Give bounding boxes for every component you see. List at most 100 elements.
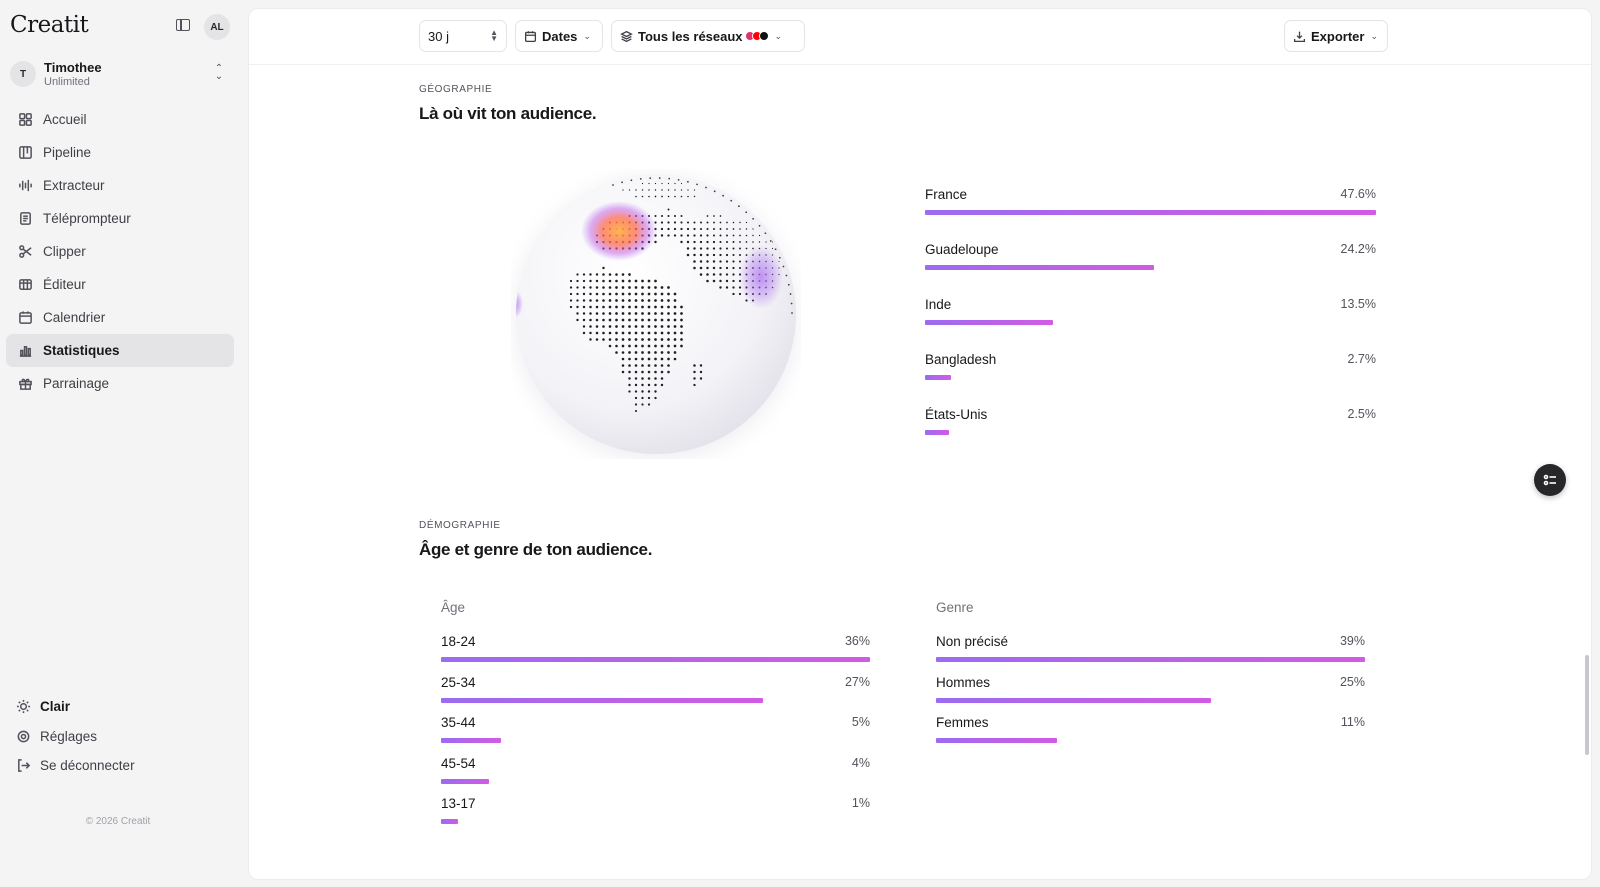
gender-row-header: Femmes 11% [936, 715, 1365, 730]
land-dot [673, 299, 677, 302]
app-logo[interactable]: Creatit [10, 12, 89, 38]
land-dot [615, 331, 618, 335]
sidebar: Creatit AL T Timothee Unlimited ⌃ ⌄ Accue… [0, 0, 248, 887]
tiktok-icon [758, 31, 769, 41]
land-dot [641, 344, 644, 348]
land-dot [615, 299, 618, 302]
land-dot [621, 318, 625, 322]
land-dot [641, 305, 644, 309]
land-dot [667, 338, 670, 341]
land-dot [641, 318, 644, 322]
land-dot [602, 305, 605, 309]
land-dot [693, 253, 696, 257]
land-dot [602, 273, 605, 276]
land-dot [687, 195, 689, 198]
settings-link[interactable]: Réglages [16, 722, 228, 752]
land-dot [654, 195, 657, 198]
scissors-icon [18, 244, 33, 259]
scrollbar[interactable] [1585, 655, 1589, 755]
land-dot [699, 253, 703, 257]
land-dot [634, 312, 638, 315]
rim-dot [722, 194, 725, 197]
land-dot [628, 286, 631, 289]
land-dot [706, 279, 709, 283]
land-dot [634, 409, 638, 413]
country-row-label: Guadeloupe [925, 242, 999, 257]
audience-globe[interactable] [511, 169, 801, 461]
land-dot [725, 286, 729, 289]
gender-row-bar-track [936, 657, 1365, 662]
land-dot [589, 292, 592, 296]
workspace-switcher[interactable]: T Timothee Unlimited ⌃ ⌄ [10, 56, 234, 92]
land-dot [595, 273, 599, 276]
logout-link[interactable]: Se déconnecter [16, 751, 228, 781]
networks-select[interactable]: Tous les réseaux ⌄ [611, 20, 805, 52]
country-row-bar [925, 375, 951, 380]
land-dot [602, 312, 605, 315]
sidebar-item-pipeline[interactable]: Pipeline [6, 136, 234, 169]
land-dot [634, 331, 638, 335]
land-dot [712, 266, 716, 270]
sidebar-toggle-icon[interactable] [176, 19, 190, 31]
sidebar-item-extracteur[interactable]: Extracteur [6, 169, 234, 202]
sidebar-item-accueil[interactable]: Accueil [6, 103, 234, 136]
land-dot [628, 370, 631, 374]
country-row-bar [925, 320, 1053, 325]
land-dot [621, 344, 625, 348]
sidebar-item-clipper[interactable]: Clipper [6, 235, 234, 268]
avatar[interactable]: AL [204, 14, 230, 40]
land-dot [667, 312, 670, 315]
gender-row-bar [936, 697, 1211, 703]
land-dot [661, 189, 663, 191]
land-dot [752, 234, 754, 237]
rim-dot [764, 232, 767, 235]
sidebar-item-statistiques[interactable]: Statistiques [6, 334, 234, 367]
export-button[interactable]: Exporter ⌄ [1284, 20, 1388, 52]
land-dot [739, 228, 741, 230]
age-row-bar [441, 657, 870, 662]
land-dot [673, 351, 677, 354]
sidebar-item-calendrier[interactable]: Calendrier [6, 301, 234, 334]
land-dot [680, 227, 683, 231]
land-dot [647, 299, 651, 302]
country-row-bar-track [925, 430, 1376, 435]
land-dot [641, 331, 644, 335]
rim-dot [774, 248, 777, 251]
land-dot [634, 351, 638, 354]
land-dot [569, 299, 573, 302]
age-row-label: 25-34 [441, 674, 476, 690]
land-dot [660, 221, 664, 224]
land-dot [654, 357, 657, 361]
land-dot [693, 221, 696, 224]
dates-button[interactable]: Dates ⌄ [515, 20, 603, 52]
land-dot [732, 260, 735, 263]
land-dot [569, 305, 573, 309]
copyright: © 2026 Creatit [85, 816, 151, 827]
land-dot [576, 292, 579, 296]
land-dot [641, 357, 644, 361]
land-dot [713, 215, 715, 217]
land-dot [686, 247, 690, 250]
country-row-bar-track [925, 320, 1376, 325]
country-row-label: Bangladesh [925, 352, 997, 367]
land-dot [673, 292, 677, 296]
dates-label: Dates [542, 28, 578, 44]
land-dot [680, 214, 683, 218]
sidebar-item-parrainage[interactable]: Parrainage [6, 367, 234, 400]
land-dot [758, 234, 761, 237]
age-list: 18-24 36% 25-34 27% 35-44 5% 45-54 4% 13-17 1% [441, 634, 870, 837]
land-dot [673, 305, 677, 309]
land-dot [725, 279, 729, 283]
land-dot [667, 299, 670, 302]
land-dot [771, 241, 774, 243]
land-dot [641, 390, 644, 393]
period-stepper[interactable]: 30 j ▲ ▼ [419, 20, 507, 52]
theme-toggle[interactable]: Clair [16, 692, 228, 722]
land-dot [628, 383, 631, 387]
floating-action-button[interactable] [1534, 464, 1566, 496]
sidebar-item-editeur[interactable]: Éditeur [6, 268, 234, 301]
land-dot [739, 234, 741, 237]
land-dot [667, 318, 670, 322]
land-dot [628, 351, 631, 354]
sidebar-item-teleprompteur[interactable]: Téléprompteur [6, 202, 234, 235]
